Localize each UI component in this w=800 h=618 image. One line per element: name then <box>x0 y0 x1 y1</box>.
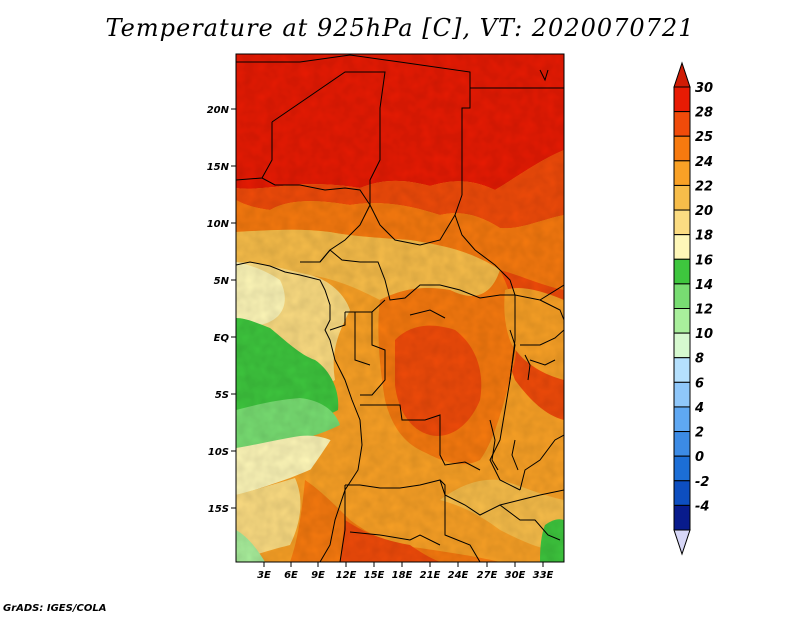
lon-label: 21E <box>420 570 441 581</box>
colorbar-label: 8 <box>695 352 704 367</box>
colorbar-label: 4 <box>694 401 704 416</box>
lon-label: 27E <box>477 570 498 581</box>
colorbar-swatch <box>673 455 691 482</box>
lat-label: 5N <box>214 276 230 287</box>
lon-label: 9E <box>311 570 325 581</box>
colorbar-label: -4 <box>695 499 709 514</box>
temperature-field <box>236 54 564 562</box>
colorbar-swatch <box>673 111 691 137</box>
lon-label: 15E <box>364 570 385 581</box>
latitude-labels: 20N 15N 10N 5N EQ 5S 10S 15S <box>207 105 230 515</box>
lat-label: 10N <box>207 219 230 230</box>
lon-label: 3E <box>257 570 271 581</box>
colorbar-swatch <box>673 283 691 309</box>
colorbar-label: 2 <box>695 426 704 441</box>
lat-label: 10S <box>208 447 229 458</box>
colorbar-label: 12 <box>695 303 713 318</box>
colorbar-label: 25 <box>695 130 713 145</box>
lat-label: 15N <box>207 162 230 173</box>
colorbar-swatch <box>673 357 691 383</box>
colorbar-label: 6 <box>695 376 704 391</box>
colorbar-label: 14 <box>695 278 713 293</box>
colorbar-bottom-triangle <box>673 529 691 556</box>
country-borders <box>236 54 564 562</box>
colorbar-swatch <box>673 258 691 285</box>
colorbar-swatch <box>673 332 691 359</box>
colorbar-swatch <box>673 431 691 457</box>
colorbar-swatch <box>673 160 691 186</box>
colorbar-label: 10 <box>695 327 713 342</box>
colorbar-swatch <box>673 184 691 211</box>
lon-label: 12E <box>336 570 357 581</box>
colorbar-swatch <box>673 406 691 433</box>
colorbar-label: 24 <box>695 155 713 170</box>
colorbar-label: 30 <box>695 81 713 96</box>
colorbar-label: 16 <box>695 253 713 268</box>
longitude-labels: 3E 6E 9E 12E 15E 18E 21E 24E 27E 30E 33E <box>257 570 553 581</box>
footer-credit: GrADS: IGES/COLA <box>3 603 107 614</box>
colorbar-swatch <box>673 234 691 260</box>
map-title: Temperature at 925hPa [C], VT: 202007072… <box>105 14 695 42</box>
colorbar-label: 20 <box>695 204 713 219</box>
map-frame <box>235 53 565 563</box>
colorbar-swatch <box>673 209 691 236</box>
colorbar-top-triangle <box>673 61 691 88</box>
colorbar-label: 0 <box>695 450 704 465</box>
lat-label: 5S <box>215 390 229 401</box>
lat-label: 20N <box>207 105 230 116</box>
axis-ticks <box>231 108 544 567</box>
lon-label: 18E <box>392 570 413 581</box>
lat-label: EQ <box>214 333 230 344</box>
lon-label: 24E <box>448 570 469 581</box>
colorbar-swatch <box>673 135 691 162</box>
lon-label: 30E <box>505 570 526 581</box>
colorbar-label: 18 <box>695 229 713 244</box>
colorbar-swatch <box>673 381 691 408</box>
colorbar-swatch <box>673 308 691 334</box>
colorbar-label: 28 <box>695 106 713 121</box>
colorbar-swatch <box>673 480 691 506</box>
colorbar-label: -2 <box>695 475 709 490</box>
lon-label: 6E <box>284 570 298 581</box>
colorbar-label: 22 <box>695 179 713 194</box>
lon-label: 33E <box>533 570 554 581</box>
colorbar-swatch <box>673 86 691 113</box>
colorbar-swatch <box>673 504 691 531</box>
lat-label: 15S <box>208 504 229 515</box>
